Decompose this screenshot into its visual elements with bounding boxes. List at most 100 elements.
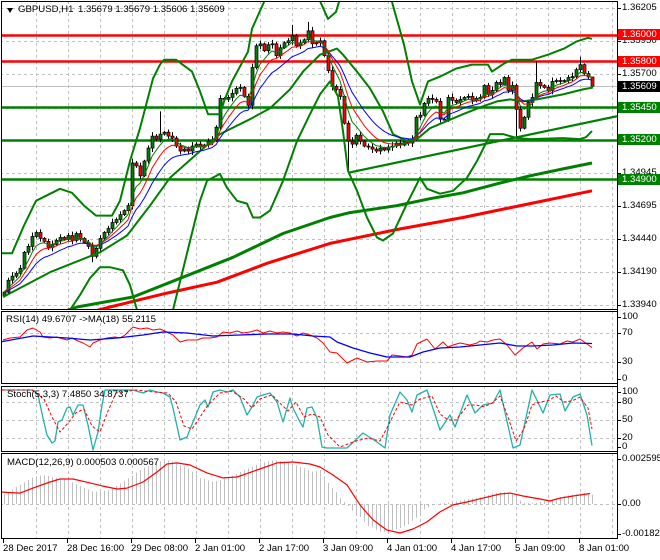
macd-panel[interactable] [1,453,618,539]
stochastic-panel[interactable] [1,386,618,452]
candle-body [574,69,579,77]
candle [482,84,487,99]
candle [266,42,271,54]
candle [262,42,267,53]
candle [450,93,455,105]
stoch-plot-area [2,387,617,451]
candle [430,94,435,104]
candle-body [378,147,383,152]
time-axis-label: 2 Jan 17:00 [259,543,310,554]
price-level-marker: 1.35609 [618,80,660,92]
stoch-axis-label: 80 [622,396,633,407]
candle [310,26,315,48]
price-axis-label: 1.35950 [622,35,657,47]
candle [26,243,31,255]
candle-body [354,134,359,145]
candle-body [294,35,299,47]
candle-body [422,102,427,116]
candle-body [314,42,319,45]
candle-body [346,122,351,142]
rsi-indicator-label: RSI(14) 49.6707 ->MA(18) 55.2115 [6,314,156,325]
candle-body [266,44,271,52]
candle-body [154,135,159,140]
stoch-axis-label: 20 [622,432,633,443]
ohlc-values: 1.35679 1.35679 1.35606 1.35609 [78,4,225,15]
candle-body [146,147,151,162]
candle [14,271,19,279]
ma-thin-blue-line [3,45,593,293]
candle-body [258,43,263,47]
main-price-panel[interactable] [1,1,618,310]
price-axis-label: 1.34190 [622,266,657,278]
candle-body [366,145,371,148]
candle-body [434,99,439,102]
candle-body [334,86,339,90]
candle-body [134,162,139,167]
candle-body [10,275,15,281]
candle-body [446,97,451,120]
rsi-panel[interactable] [1,311,618,384]
price-axis[interactable]: 1.36205 1.35950 1.35700 1.34945 1.34695 1.344… [618,0,660,539]
candle [38,229,43,242]
candle-body [58,237,63,241]
candle-body [26,246,31,253]
candle [494,80,499,93]
candle [106,225,111,236]
trendline[interactable] [347,115,617,174]
candle [314,40,319,46]
candle-body [522,116,527,129]
rsi-axis-label: 70 [622,326,633,338]
candle-body [338,89,343,97]
candle [74,231,79,243]
candle-body [442,118,447,121]
candle-body [450,97,455,101]
candle [170,132,175,143]
candle-body [506,77,511,91]
candle [354,133,359,147]
candle-body [138,165,143,177]
candle-body [18,267,23,274]
candle-body [166,131,171,137]
candle [226,94,231,103]
triangle-down-icon[interactable] [7,8,13,13]
candle-body [158,133,163,140]
candle [366,143,371,150]
candle-body [526,102,531,118]
candle-body [270,43,275,46]
price-axis-label: 1.34945 [622,167,657,179]
rsi-axis-label: 30 [622,355,633,367]
candle [58,234,63,244]
candle [158,111,163,143]
band-middle-line [2,47,594,298]
candle [538,79,543,89]
candle [462,96,467,101]
candle-body [350,140,355,145]
candle-body [122,210,127,216]
candle [506,74,511,94]
candle-body [554,80,559,82]
candle [146,145,151,164]
candle-body [34,232,39,237]
time-axis[interactable]: 28 Dec 2017 28 Dec 16:00 29 Dec 08:00 2 Jan… [0,539,660,560]
candle-body [542,85,547,88]
candle-body [290,35,295,42]
candle [522,115,527,130]
candle-body [454,99,459,103]
candle [418,111,423,121]
macd-axis-label: 0.002595 [622,453,660,464]
candle-body [374,148,379,152]
candle-body [426,97,431,104]
candle [498,79,503,88]
candle [426,95,431,106]
candle-body [462,97,467,100]
candle [446,94,451,122]
candle [542,84,547,89]
candle [150,132,155,152]
stoch-signal-line [2,389,593,448]
candle-body [466,96,471,98]
candle-body [362,140,367,147]
candle-body [114,219,119,223]
candle [422,102,427,117]
candle [122,209,127,216]
